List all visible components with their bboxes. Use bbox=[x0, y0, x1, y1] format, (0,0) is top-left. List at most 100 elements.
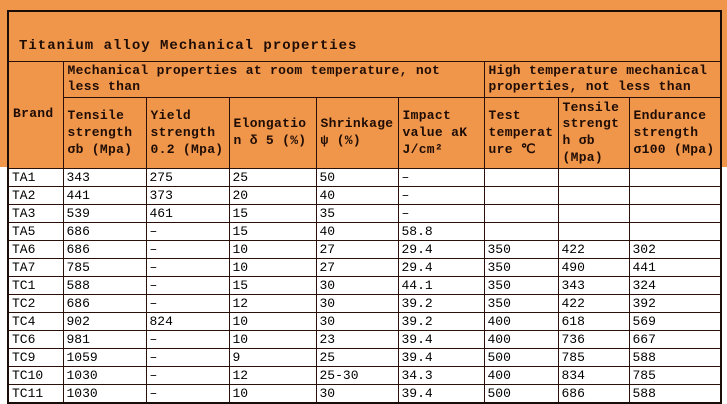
value-cell: 30 bbox=[315, 294, 399, 314]
value-cell: 12 bbox=[228, 366, 317, 386]
value-cell: 500 bbox=[483, 384, 559, 404]
value-cell: – bbox=[145, 294, 230, 314]
brand-cell: TA6 bbox=[7, 240, 64, 260]
value-cell: 35 bbox=[315, 204, 399, 224]
value-cell bbox=[483, 222, 559, 242]
value-cell: 588 bbox=[628, 348, 722, 368]
value-cell: 686 bbox=[62, 294, 147, 314]
value-cell: 30 bbox=[315, 312, 399, 332]
column-header-row: Tensile strength σb (Mpa) Yield strength… bbox=[8, 97, 722, 170]
value-cell: 25 bbox=[315, 348, 399, 368]
value-cell: 422 bbox=[557, 240, 630, 260]
table-row: TA7 785–10 27 29.4 350 490 441 bbox=[7, 258, 722, 278]
value-cell: 25 bbox=[228, 168, 317, 188]
value-cell bbox=[628, 204, 722, 224]
value-cell: 12 bbox=[228, 294, 317, 314]
brand-cell: TA5 bbox=[7, 222, 64, 242]
value-cell: 785 bbox=[557, 348, 630, 368]
value-cell: 981 bbox=[62, 330, 147, 350]
value-cell: 392 bbox=[628, 294, 722, 314]
table-row: TA6 686–10 27 29.4 350 422 302 bbox=[7, 240, 722, 260]
table-row: TA2 441 373 20 40– bbox=[7, 186, 722, 206]
value-cell: 39.4 bbox=[397, 348, 485, 368]
value-cell bbox=[628, 168, 722, 188]
value-cell: 40 bbox=[315, 222, 399, 242]
column-header-endurance-strength: Endurance strength σ100 (Mpa) bbox=[628, 97, 722, 170]
value-cell: 834 bbox=[557, 366, 630, 386]
value-cell: 824 bbox=[145, 312, 230, 332]
brand-cell: TC9 bbox=[7, 348, 64, 368]
value-cell: – bbox=[145, 240, 230, 260]
value-cell: 785 bbox=[62, 258, 147, 278]
value-cell bbox=[483, 168, 559, 188]
value-cell: 500 bbox=[483, 348, 559, 368]
column-header-elongation: Elongation δ 5 (%) bbox=[228, 97, 317, 170]
value-cell: 29.4 bbox=[397, 240, 485, 260]
value-cell: 44.1 bbox=[397, 276, 485, 296]
value-cell: 9 bbox=[228, 348, 317, 368]
value-cell bbox=[557, 222, 630, 242]
value-cell: 27 bbox=[315, 258, 399, 278]
brand-cell: TC4 bbox=[7, 312, 64, 332]
value-cell: 15 bbox=[228, 276, 317, 296]
value-cell: 275 bbox=[145, 168, 230, 188]
table-row: TC2 686–12 30 39.2 350 422 392 bbox=[7, 294, 722, 314]
table-row: TA3 539 461 15 35– bbox=[7, 204, 722, 224]
value-cell: 539 bbox=[62, 204, 147, 224]
value-cell: 302 bbox=[628, 240, 722, 260]
brand-cell: TC1 bbox=[7, 276, 64, 296]
value-cell: 618 bbox=[557, 312, 630, 332]
value-cell: – bbox=[145, 384, 230, 404]
value-cell: 23 bbox=[315, 330, 399, 350]
column-header-test-temperature: Test temperature ℃ bbox=[483, 97, 559, 170]
value-cell: 400 bbox=[483, 366, 559, 386]
value-cell: 40 bbox=[315, 186, 399, 206]
value-cell: 1059 bbox=[62, 348, 147, 368]
value-cell: 686 bbox=[62, 222, 147, 242]
value-cell bbox=[628, 186, 722, 206]
column-header-ht-tensile-strength: Tensile strength σb (Mpa) bbox=[557, 97, 630, 170]
value-cell: 461 bbox=[145, 204, 230, 224]
group-header-high-temperature: High temperature mechanical properties, … bbox=[483, 60, 722, 99]
value-cell: 15 bbox=[228, 204, 317, 224]
brand-cell: TC2 bbox=[7, 294, 64, 314]
value-cell: 10 bbox=[228, 384, 317, 404]
value-cell: – bbox=[397, 204, 485, 224]
value-cell: 343 bbox=[557, 276, 630, 296]
value-cell: 39.4 bbox=[397, 330, 485, 350]
value-cell: 30 bbox=[315, 384, 399, 404]
value-cell: 343 bbox=[62, 168, 147, 188]
page-title: Titanium alloy Mechanical properties bbox=[19, 37, 358, 54]
value-cell: 27 bbox=[315, 240, 399, 260]
value-cell: 736 bbox=[557, 330, 630, 350]
value-cell: 39.2 bbox=[397, 312, 485, 332]
value-cell: 785 bbox=[628, 366, 722, 386]
value-cell bbox=[557, 204, 630, 224]
group-header-row: Brand Mechanical properties at room temp… bbox=[7, 60, 722, 170]
table-row: TC9 1059–9 25 39.4 500 785 588 bbox=[7, 348, 722, 368]
brand-cell: TA1 bbox=[7, 168, 64, 188]
value-cell: 490 bbox=[557, 258, 630, 278]
value-cell: – bbox=[145, 222, 230, 242]
value-cell: 10 bbox=[228, 258, 317, 278]
value-cell: 588 bbox=[628, 384, 722, 404]
value-cell: 441 bbox=[628, 258, 722, 278]
value-cell: 569 bbox=[628, 312, 722, 332]
table-row: TA5 686–15 40 58.8 bbox=[7, 222, 722, 242]
value-cell: 667 bbox=[628, 330, 722, 350]
table-title-cell: Titanium alloy Mechanical properties bbox=[7, 10, 722, 62]
table-row: TC11 1030–10 30 39.4 500 686 588 bbox=[7, 384, 722, 404]
value-cell: 686 bbox=[62, 240, 147, 260]
value-cell bbox=[628, 222, 722, 242]
value-cell: 25-30 bbox=[315, 366, 399, 386]
value-cell: 588 bbox=[62, 276, 147, 296]
table-row: TC10 1030–12 25-30 34.3 400 834 785 bbox=[7, 366, 722, 386]
table-body: TA1 343 275 25 50– TA2 441 373 20 40– TA3 539 461 15 3… bbox=[7, 168, 722, 404]
brand-cell: TC11 bbox=[7, 384, 64, 404]
value-cell: 39.4 bbox=[397, 384, 485, 404]
value-cell: 1030 bbox=[62, 384, 147, 404]
table-row: TA1 343 275 25 50– bbox=[7, 168, 722, 188]
column-header-yield-strength: Yield strength 0.2 (Mpa) bbox=[145, 97, 230, 170]
value-cell: 373 bbox=[145, 186, 230, 206]
value-cell: 400 bbox=[483, 330, 559, 350]
